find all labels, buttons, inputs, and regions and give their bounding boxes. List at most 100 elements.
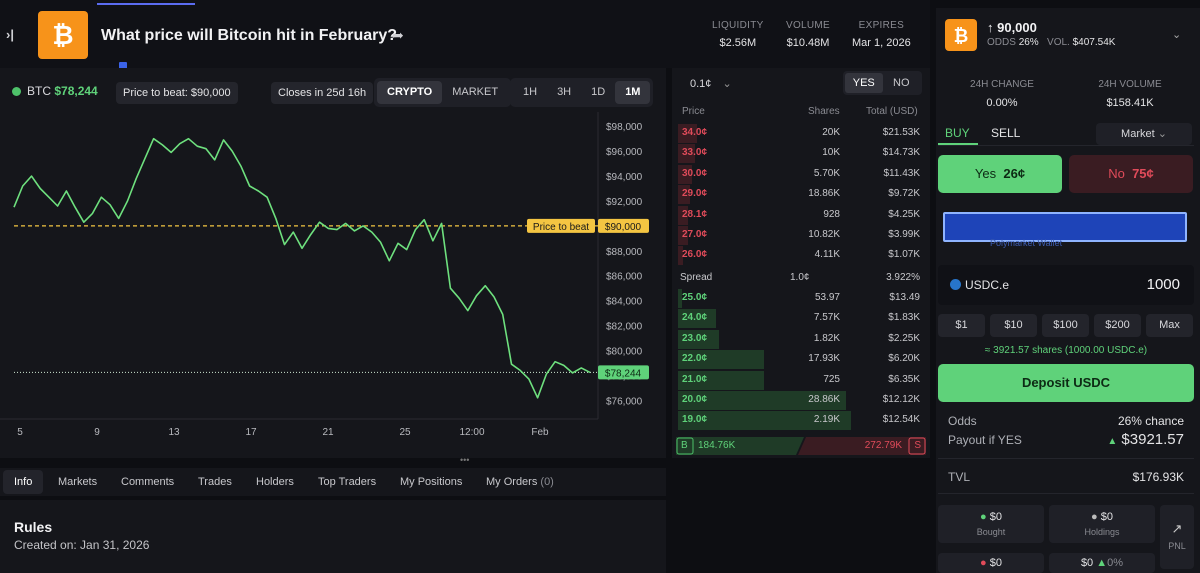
bought-icon: ● (980, 511, 987, 523)
depth-bar (678, 370, 765, 390)
deposit-button[interactable]: Deposit USDC (938, 364, 1194, 402)
rules-created: Created on: Jan 31, 2026 (14, 538, 150, 552)
collapse-sidebar-icon[interactable]: ›| (6, 27, 14, 42)
row-shares: 1.82K (813, 332, 840, 344)
row-total: $1.83K (888, 312, 920, 324)
tab-markets[interactable]: Markets (58, 476, 98, 488)
bid-row[interactable]: 21.0¢ 725 $6.35K (672, 370, 926, 390)
buy-yes-button[interactable]: Yes 26¢ (938, 155, 1062, 193)
currency-selector[interactable]: USDC.e (950, 278, 1009, 292)
tab-my-orders[interactable]: My Orders (0) (486, 476, 554, 488)
row-price: 29.0¢ (682, 188, 708, 200)
outcome-chevron-icon[interactable]: ⌄ (1172, 29, 1182, 41)
resize-handle-icon[interactable]: ••• (460, 455, 470, 465)
depth-bar (678, 164, 693, 184)
range-1h[interactable]: 1H (523, 86, 538, 98)
share-icon[interactable]: ➦ (392, 27, 404, 43)
tab-comments[interactable]: Comments (121, 476, 175, 488)
row-total: $6.35K (888, 373, 920, 385)
ask-row[interactable]: 27.0¢ 10.82K $3.99K (672, 225, 926, 245)
bid-row[interactable]: 24.0¢ 7.57K $1.83K (672, 308, 926, 329)
sell-tab[interactable]: SELL (991, 126, 1021, 140)
divider (938, 458, 1194, 459)
row-shares: 2.19K (813, 414, 840, 426)
depth-bar (678, 185, 690, 205)
row-shares: 10K (822, 147, 840, 159)
amount-value[interactable]: 1000 (1146, 276, 1180, 293)
ask-row[interactable]: 30.0¢ 5.70K $11.43K (672, 164, 926, 184)
range-1d[interactable]: 1D (591, 86, 606, 98)
tab-crypto[interactable]: CRYPTO (377, 81, 443, 104)
price-to-beat-label: Price to beat (533, 222, 589, 233)
y-tick-label: $80,000 (606, 346, 643, 357)
svg-text:₿: ₿ (52, 21, 73, 49)
price-to-beat-chip: Price to beat: $90,000 (116, 82, 238, 104)
ask-row[interactable]: 33.0¢ 10K $14.73K (672, 143, 926, 164)
stat-value: $2.56M (719, 37, 757, 49)
quick-amount-max[interactable]: Max (1146, 314, 1193, 337)
x-tick-label: 17 (245, 427, 257, 438)
stat-volume: VOLUME $10.48M (786, 20, 830, 49)
buy-tab-indicator (938, 143, 978, 145)
stat-24h-change: 24H CHANGE 0.00% (942, 79, 1062, 109)
x-tick-label: 5 (17, 427, 23, 438)
divider (938, 145, 1194, 146)
bid-row[interactable]: 22.0¢ 17.93K $6.20K (672, 349, 926, 370)
holdings-icon: ● (1091, 511, 1098, 523)
tab-trades[interactable]: Trades (198, 476, 232, 488)
vol-value: $407.54K (1072, 37, 1116, 48)
buy-tab[interactable]: BUY (945, 126, 970, 140)
tab-holders[interactable]: Holders (256, 476, 294, 488)
row-total: $11.43K (883, 167, 920, 179)
tab-top-traders[interactable]: Top Traders (318, 476, 377, 488)
ask-row[interactable]: 28.1¢ 928 $4.25K (672, 205, 926, 225)
ask-row[interactable]: 29.0¢ 18.86K $9.72K (672, 184, 926, 205)
row-price: 20.0¢ (682, 394, 708, 405)
row-price: 30.0¢ (682, 167, 708, 179)
ask-row[interactable]: 26.0¢ 4.11K $1.07K (672, 245, 926, 266)
tvl-label: TVL (948, 470, 971, 484)
stat-expires: EXPIRES Mar 1, 2026 (852, 20, 911, 49)
payout-row: Payout if YES ▲ $3921.57 (948, 431, 1184, 448)
tab-market[interactable]: MARKET (452, 86, 499, 98)
x-tick-label: Feb (531, 427, 549, 438)
range-1m[interactable]: 1M (615, 81, 651, 104)
bid-row[interactable]: 25.0¢ 53.97 $13.49 (672, 288, 926, 308)
y-tick-label: $82,000 (606, 322, 643, 333)
source-toggle: CRYPTO MARKET (374, 78, 512, 107)
row-total: $21.53K (882, 127, 920, 138)
current-price-tag (598, 365, 649, 380)
tick-size-dropdown[interactable]: 0.1¢ ⌄ (690, 77, 732, 90)
range-3h[interactable]: 3H (557, 86, 572, 98)
pnl-pct: 0% (1107, 557, 1124, 569)
bought-card: ● $0 Bought (938, 505, 1044, 543)
spread-value: 1.0¢ (790, 272, 810, 283)
wallet-selector[interactable] (943, 212, 1187, 242)
bid-row[interactable]: 20.0¢ 28.86K $12.12K (672, 390, 926, 410)
tab-info[interactable]: Info (14, 476, 33, 488)
quick-amount-1[interactable]: $1 (938, 314, 985, 337)
bid-row[interactable]: 19.0¢ 2.19K $12.54K (672, 410, 926, 431)
tab-my-positions[interactable]: My Positions (400, 476, 463, 488)
buy-no-button[interactable]: No 75¢ (1069, 155, 1193, 193)
ask-row[interactable]: 34.0¢ 20K $21.53K (672, 123, 926, 143)
book-no[interactable]: NO (893, 77, 910, 89)
pnl-button[interactable]: ↗ PNL (1160, 505, 1194, 569)
order-type-dropdown[interactable]: Market ⌄ (1096, 123, 1192, 145)
pnl-value: $0 (1080, 557, 1094, 569)
quick-amount-200[interactable]: $200 (1094, 314, 1141, 337)
book-yes[interactable]: YES (845, 73, 883, 93)
quick-amount-100[interactable]: $100 (1042, 314, 1089, 337)
up-arrow-icon: ▲ (1096, 557, 1108, 569)
bid-row[interactable]: 23.0¢ 1.82K $2.25K (672, 329, 926, 349)
row-total: $2.25K (888, 332, 920, 344)
page-title: What price will Bitcoin hit in February? (101, 27, 398, 44)
shares-estimate: ≈ 3921.57 shares (1000.00 USDC.e) (984, 345, 1148, 356)
amount-input[interactable]: USDC.e 1000 (938, 265, 1194, 305)
no-label: No (1108, 166, 1125, 181)
price-chart[interactable]: $98,000 $96,000 $94,000 $92,000 $90,000 $88,0… (0, 112, 666, 462)
stat-label: EXPIRES (858, 20, 905, 31)
depth-bar (678, 329, 719, 349)
quick-amount-10[interactable]: $10 (990, 314, 1037, 337)
orders-count: (0) (540, 476, 554, 488)
